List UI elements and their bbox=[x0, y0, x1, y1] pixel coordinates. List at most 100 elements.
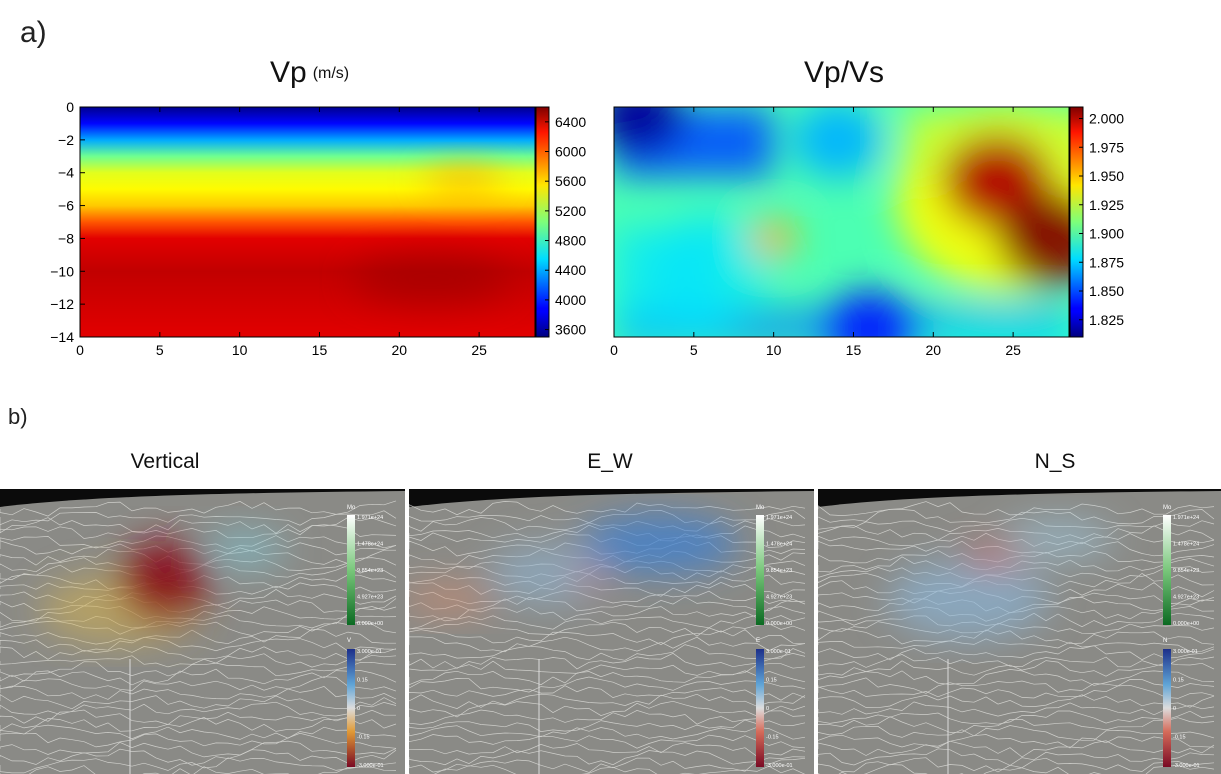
x-tick-label: 20 bbox=[392, 342, 408, 358]
slip-colorbar-tick-label: 0.15 bbox=[766, 678, 777, 684]
terrain-mesh bbox=[0, 500, 397, 774]
x-tick-label: 25 bbox=[1005, 342, 1021, 358]
slip-colorbar-group: E 3.000e-01 0.15 0 -0.15 -3.000e-01 bbox=[756, 638, 793, 769]
mo-colorbar-tick-label: 9.854e+23 bbox=[1173, 568, 1199, 574]
vp-anomaly bbox=[423, 169, 504, 190]
vp-chart-title: Vp (m/s) bbox=[270, 56, 349, 90]
x-tick-label: 10 bbox=[766, 342, 782, 358]
mo-colorbar-tick-label: 0.000e+00 bbox=[766, 621, 792, 627]
slip-colorbar bbox=[756, 649, 764, 767]
slip-colorbar-tick-label: -0.15 bbox=[357, 735, 370, 741]
mo-colorbar-tick-label: 0.000e+00 bbox=[357, 621, 383, 627]
slip-colorbar-tick-label: -0.15 bbox=[1173, 735, 1186, 741]
colorbar-tick-label: 6000 bbox=[555, 144, 586, 160]
x-tick-label: 5 bbox=[690, 342, 698, 358]
colorbar-tick-label: 1.875 bbox=[1089, 254, 1124, 270]
slip-colorbar-tick-label: 3.000e-01 bbox=[766, 649, 791, 655]
slip-colorbar-tick-label: 0.15 bbox=[357, 678, 368, 684]
scene-ew: Mo 1.971e+24 1.478e+24 9.854e+23 4.927e+23 0.… bbox=[409, 489, 814, 774]
colorbar-tick-label: 1.950 bbox=[1089, 168, 1124, 184]
scene-ns-render: Mo1.971e+24 1.478e+24 9.854e+23 4.927e+23 0.… bbox=[818, 489, 1221, 774]
plot-frame bbox=[613, 106, 1070, 338]
slip-colorbar-tick-label: 0 bbox=[1173, 706, 1176, 712]
y-tick-label: −8 bbox=[58, 230, 74, 246]
mo-colorbar-tick-label: 1.971e+24 bbox=[766, 515, 792, 521]
slip-colorbar-tick-label: 0 bbox=[357, 706, 360, 712]
vp-title-text: Vp bbox=[270, 56, 307, 89]
panel-a-label: a) bbox=[20, 16, 47, 49]
slip-colorbar-tick-label: 0 bbox=[766, 706, 769, 712]
mo-colorbar bbox=[347, 515, 355, 625]
scene-ns: Mo 1.971e+24 1.478e+24 9.854e+23 4.927e+23 0.… bbox=[818, 489, 1221, 774]
vpvs-chart-title: Vp/Vs bbox=[804, 56, 884, 90]
mo-colorbar-tick-label: 0.000e+00 bbox=[1173, 621, 1199, 627]
vpvs-title-text: Vp/Vs bbox=[804, 56, 885, 89]
vpvs-anomaly bbox=[792, 107, 883, 179]
y-tick-label: −2 bbox=[58, 132, 74, 148]
x-tick-label: 15 bbox=[312, 342, 328, 358]
slip-colorbar-label: N bbox=[1163, 638, 1167, 644]
colorbar-tick-label: 4800 bbox=[555, 233, 586, 249]
mo-colorbar-tick-label: 1.971e+24 bbox=[357, 515, 383, 521]
view-title-vertical: Vertical bbox=[130, 450, 200, 473]
mo-colorbar-group: Mo1.971e+24 1.478e+24 9.854e+23 4.927e+23 0.… bbox=[756, 505, 792, 627]
colorbar-tick-label: 1.850 bbox=[1089, 283, 1124, 299]
slip-colorbar-group: N 3.000e-01 0.15 0 -0.15 -3.000e-01 bbox=[1163, 638, 1200, 769]
x-tick-label: 0 bbox=[610, 342, 618, 358]
colorbar-tick-label: 4000 bbox=[555, 292, 586, 308]
slip-colorbar-label: E bbox=[756, 638, 760, 644]
mo-colorbar bbox=[1163, 515, 1171, 625]
colorbar-tick-label: 5600 bbox=[555, 173, 586, 189]
slip-patches bbox=[888, 519, 1113, 639]
vpvs-anomaly bbox=[998, 191, 1069, 286]
mo-colorbar-tick-label: 1.478e+24 bbox=[1173, 542, 1199, 548]
y-tick-label: −6 bbox=[58, 198, 74, 214]
vp-field bbox=[80, 107, 535, 337]
y-tick-label: −4 bbox=[58, 165, 74, 181]
mo-colorbar-tick-label: 4.927e+23 bbox=[357, 595, 383, 601]
mo-colorbar-tick-label: 4.927e+23 bbox=[766, 595, 792, 601]
mo-colorbar-group: Mo1.971e+24 1.478e+24 9.854e+23 4.927e+23 0.… bbox=[347, 505, 383, 627]
colorbar-tick-label: 2.000 bbox=[1089, 111, 1124, 127]
vpvs-anomaly bbox=[614, 107, 683, 154]
panel-b-label: b) bbox=[8, 404, 28, 429]
slip-colorbar-tick-label: 0.15 bbox=[1173, 678, 1184, 684]
mo-colorbar-label: Mo bbox=[756, 505, 765, 511]
mo-colorbar bbox=[756, 515, 764, 625]
plot-frame bbox=[79, 106, 536, 338]
colorbar-tick-label: 4400 bbox=[555, 262, 586, 278]
colorbar-tick-label: 6400 bbox=[555, 114, 586, 130]
mo-colorbar-label: Mo bbox=[1163, 505, 1172, 511]
y-tick-label: −10 bbox=[50, 263, 74, 279]
mo-colorbar-tick-label: 1.971e+24 bbox=[1173, 515, 1199, 521]
colorbar-tick-label: 1.900 bbox=[1089, 226, 1124, 242]
scene-vertical-render: Mo1.971e+24 1.478e+24 9.854e+23 4.927e+23 0.… bbox=[0, 489, 405, 774]
mo-colorbar-tick-label: 9.854e+23 bbox=[766, 568, 792, 574]
colorbar-tick-label: 3600 bbox=[555, 322, 586, 338]
heatmap-charts: 0 5 10 15 20 25 0 −2 −4 −6 −8 −10 −12 −14 3600 4000 4400… bbox=[50, 99, 1124, 358]
vp-anomaly bbox=[351, 254, 512, 305]
y-tick-label: −12 bbox=[50, 296, 74, 312]
slip-colorbar-group: V 3.000e-01 0.15 0 -0.15 -3.000e-01 bbox=[347, 638, 384, 769]
vpvs-anomaly bbox=[824, 290, 915, 337]
view-title-ns: N_S bbox=[1034, 450, 1076, 473]
view-title-ew: E_W bbox=[587, 450, 633, 473]
vp-heatmap: 0 5 10 15 20 25 0 −2 −4 −6 −8 −10 −12 −14 3600 4000 4400… bbox=[50, 99, 586, 358]
x-tick-label: 20 bbox=[926, 342, 942, 358]
x-tick-label: 0 bbox=[76, 342, 84, 358]
scene-vertical: Mo 1.971e+24 1.478e+24 9.854e+23 4.927e+23 0.… bbox=[0, 489, 405, 774]
slip-colorbar-tick-label: -3.000e-01 bbox=[766, 763, 793, 769]
vpvs-anomaly bbox=[751, 219, 796, 258]
y-tick-label: −14 bbox=[50, 329, 74, 345]
mo-colorbar-tick-label: 9.854e+23 bbox=[357, 568, 383, 574]
slip-colorbar-tick-label: -3.000e-01 bbox=[1173, 763, 1200, 769]
slip-colorbar-tick-label: 3.000e-01 bbox=[357, 649, 382, 655]
slip-patches bbox=[409, 514, 739, 614]
colorbar-tick-label: 1.975 bbox=[1089, 139, 1124, 155]
x-tick-label: 5 bbox=[156, 342, 164, 358]
slip-colorbar-tick-label: -0.15 bbox=[766, 735, 779, 741]
x-tick-label: 15 bbox=[846, 342, 862, 358]
slip-colorbar-tick-label: -3.000e-01 bbox=[357, 763, 384, 769]
x-tick-label: 25 bbox=[471, 342, 487, 358]
slip-patches bbox=[40, 529, 285, 644]
